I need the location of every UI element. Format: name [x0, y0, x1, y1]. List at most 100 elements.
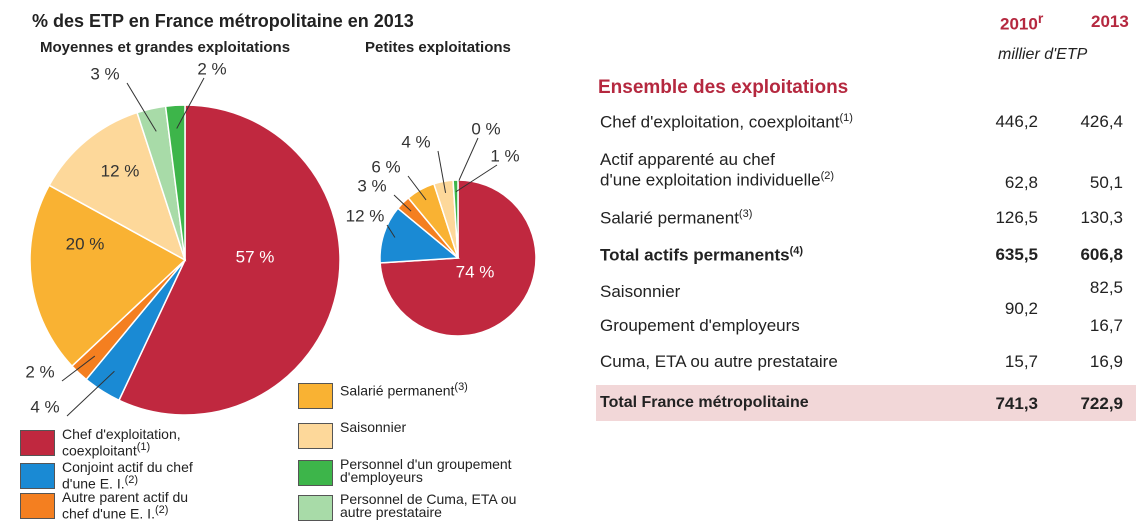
row-label: Cuma, ETA ou autre prestataire	[600, 352, 838, 372]
pie-slice	[164, 104, 186, 261]
legend-text: Conjoint actif du chef d'une E. I.	[62, 459, 193, 492]
cell-2013: 606,8	[1080, 245, 1123, 264]
data-label: 4 %	[401, 132, 430, 151]
cell-2013: 82,5	[1089, 278, 1123, 297]
legend-note: (2)	[124, 474, 139, 486]
unit: millier d'ETP	[998, 46, 1088, 63]
label-text: d'une exploitation individuelle	[600, 170, 821, 190]
leader-line	[393, 194, 412, 212]
leader-line	[66, 370, 115, 417]
data-label: 3 %	[90, 64, 119, 83]
chart-title: % des ETP en France métropolitaine en 20…	[32, 11, 414, 31]
legend-swatch	[298, 383, 333, 409]
label-text: Saisonnier	[600, 282, 681, 301]
row-label: Saisonnier	[600, 282, 680, 302]
column-header: 2010r	[1000, 10, 1043, 35]
row-label: Salarié permanent(3)	[600, 208, 752, 229]
column-header: 2013	[1091, 12, 1129, 31]
legend-text: Chef d'exploitation, coexploitant	[62, 426, 181, 459]
cell-2010: 741,3	[995, 394, 1038, 413]
data-label: 12 %	[101, 161, 140, 180]
data-label: 6 %	[371, 157, 400, 176]
legend-label: Personnel de Cuma, ETA ou autre prestata…	[340, 491, 525, 520]
legend-label: Personnel d'un groupement d'employeurs	[340, 456, 525, 485]
row-label: Actif apparenté au chef d'une exploitatio…	[600, 150, 834, 191]
cell-2010: 446,2	[995, 112, 1038, 131]
cell-2010: 126,5	[995, 208, 1038, 227]
label-note: (4)	[789, 245, 804, 257]
label-note: (3)	[738, 208, 753, 220]
cell-2010: 635,5	[995, 245, 1038, 264]
label-text: Cuma, ETA ou autre prestataire	[600, 352, 838, 371]
data-label: 3 %	[357, 176, 386, 195]
legend-text: Autre parent actif du chef d'une E. I.	[62, 489, 189, 522]
data-label: 2 %	[25, 362, 54, 381]
data-label: 57 %	[236, 247, 275, 266]
cell-2013: 722,9	[1080, 394, 1123, 413]
year: 2010	[1000, 14, 1038, 34]
row-label: Total actifs permanents(4)	[600, 245, 803, 266]
legend-text: Salarié permanent	[340, 382, 455, 399]
legend-text: Personnel d'un groupement d'employeurs	[340, 456, 512, 485]
legend-text: Saisonnier	[340, 419, 407, 435]
pie-slice	[452, 179, 459, 259]
legend-label: Conjoint actif du chef d'une E. I.(2)	[62, 459, 217, 492]
data-label: 0 %	[471, 119, 500, 138]
legend-note: (3)	[454, 381, 468, 393]
section-title: Ensemble des exploitations	[598, 77, 849, 98]
chart-subtitle: Petites exploitations	[365, 39, 511, 56]
label-text: Groupement d'employeurs	[600, 316, 800, 335]
leader-line	[126, 82, 157, 132]
label-text: Total France métropolitaine	[600, 394, 809, 411]
pie-slice	[48, 111, 187, 262]
data-label: 74 %	[456, 262, 495, 281]
legend-swatch	[20, 493, 55, 519]
legend-swatch	[298, 495, 333, 521]
cell-2013: 16,7	[1089, 316, 1123, 335]
data-label: 1 %	[490, 146, 519, 165]
row-label: Chef d'exploitation, coexploitant(1)	[600, 112, 853, 133]
pie-slice	[118, 104, 341, 416]
year-note: r	[1037, 10, 1044, 26]
leader-line	[437, 150, 447, 193]
cell-2010: 15,7	[1004, 352, 1038, 371]
legend-swatch	[298, 423, 333, 449]
cell-2010: 62,8	[1004, 173, 1038, 192]
label-text: Total actifs permanents	[600, 245, 790, 265]
data-label: 2 %	[197, 59, 226, 78]
label-text: Chef d'exploitation, coexploitant	[600, 112, 840, 132]
legend-note: (1)	[136, 441, 151, 453]
data-label: 4 %	[30, 397, 59, 416]
label-note: (2)	[820, 170, 835, 182]
legend-swatch	[298, 460, 333, 486]
label-text: Actif apparenté au chef	[600, 150, 775, 169]
data-label: 20 %	[66, 234, 105, 253]
table-highlight	[596, 385, 1136, 421]
cell-2013: 50,1	[1089, 173, 1123, 192]
leader-line	[61, 355, 96, 382]
chart-subtitle: Moyennes et grandes exploitations	[40, 39, 290, 56]
legend-note: (2)	[154, 504, 169, 516]
label-text: Salarié permanent	[600, 208, 739, 228]
cell-2013: 130,3	[1080, 208, 1123, 227]
cell-2010: 90,2	[1004, 299, 1038, 318]
leader-line	[455, 164, 498, 193]
row-label: Total France métropolitaine	[600, 394, 809, 412]
pies: % des ETP en France métropolitaine en 20…	[25, 11, 537, 417]
leader-line	[407, 175, 427, 201]
legend-label: Autre parent actif du chef d'une E. I.(2…	[62, 489, 217, 522]
legend-label: Salarié permanent(3)	[340, 381, 525, 398]
row-label: Groupement d'employeurs	[600, 316, 800, 336]
pie-slice	[29, 184, 187, 368]
legend-label: Chef d'exploitation, coexploitant(1)	[62, 426, 217, 459]
leader-line	[176, 77, 205, 129]
legend-swatch	[20, 463, 55, 489]
cell-2013: 426,4	[1080, 112, 1123, 131]
leader-line	[386, 224, 396, 238]
label-note: (1)	[839, 112, 853, 124]
legend-text: Personnel de Cuma, ETA ou autre prestata…	[340, 491, 517, 520]
cell-2013: 16,9	[1089, 352, 1123, 371]
legend-swatch	[20, 430, 55, 456]
legend-label: Saisonnier	[340, 419, 525, 435]
